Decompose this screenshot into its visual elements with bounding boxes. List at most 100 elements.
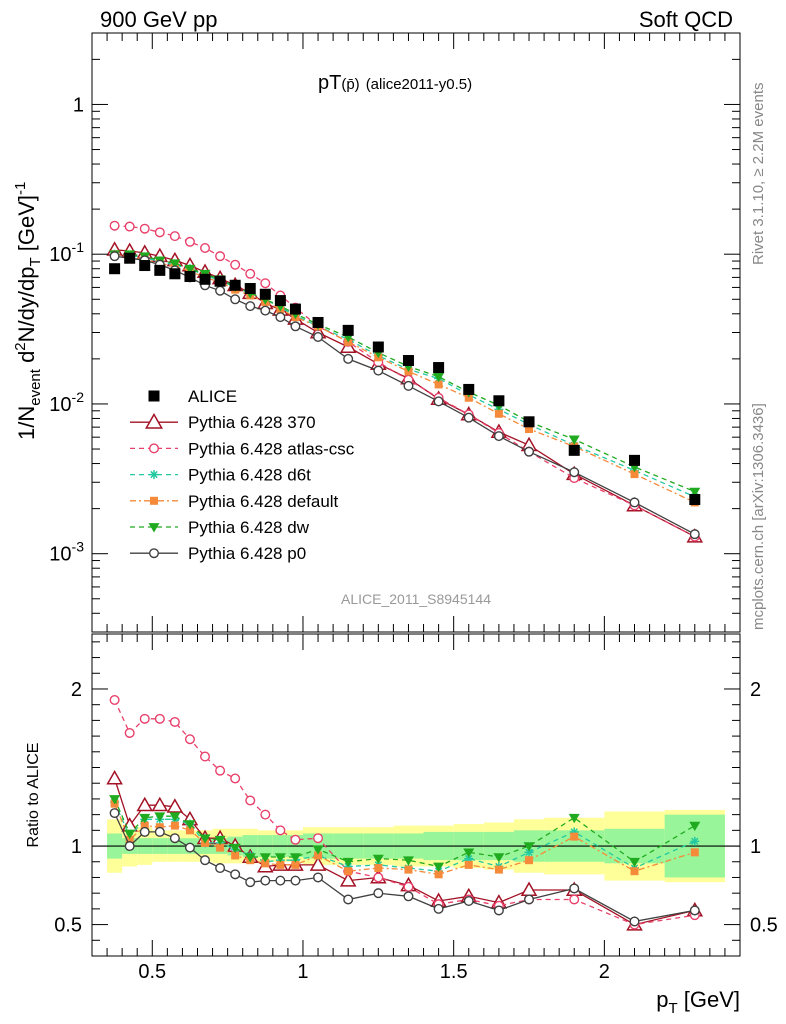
x-label-post: [GeV] bbox=[678, 987, 740, 1012]
data-point-p0 bbox=[493, 431, 504, 442]
data-point-p0 bbox=[260, 305, 271, 316]
ratio-point-p370 bbox=[166, 798, 184, 813]
legend-label-p0: Pythia 6.428 p0 bbox=[188, 544, 306, 563]
data-point-p0 bbox=[373, 365, 384, 376]
data-point-ALICE bbox=[274, 295, 286, 307]
data-point-atlas_csc bbox=[200, 243, 211, 254]
x-label-pre: p bbox=[656, 987, 668, 1012]
ratio-y-tick-label-left: 1 bbox=[71, 836, 82, 858]
ratio-point-p370 bbox=[520, 881, 538, 897]
ratio-point-p370 bbox=[151, 796, 169, 812]
data-point-p0 bbox=[524, 446, 535, 457]
ratio-point-dw bbox=[244, 853, 256, 863]
ratio-point-default bbox=[570, 832, 579, 841]
data-point-ALICE bbox=[689, 494, 701, 506]
ratio-point-atlas_csc bbox=[290, 834, 301, 845]
ratio-point-default bbox=[314, 851, 323, 860]
ratio-point-p0 bbox=[313, 872, 324, 883]
data-point-atlas_csc bbox=[184, 236, 195, 247]
y-tick-base: 1 bbox=[73, 94, 84, 116]
y-tick-label: 10-3 bbox=[49, 539, 84, 566]
ratio-point-atlas_csc bbox=[569, 894, 580, 905]
main-frame bbox=[91, 32, 741, 633]
data-point-dw bbox=[433, 372, 445, 383]
side-rivet-label: Rivet 3.1.10, ≥ 2.2M events bbox=[750, 83, 767, 266]
y-tick-base: 10 bbox=[49, 244, 71, 266]
ratio-point-dw bbox=[229, 843, 241, 854]
plot-title: pT(p̄) (alice2011-y0.5) bbox=[318, 72, 472, 94]
data-point-dw bbox=[689, 487, 701, 498]
data-point-ALICE bbox=[109, 263, 121, 275]
legend-marker-default bbox=[150, 496, 158, 505]
data-point-p0 bbox=[275, 312, 286, 323]
plot-title-main: pT bbox=[318, 72, 341, 94]
ratio-point-dw bbox=[568, 813, 580, 824]
ratio-y-tick-label-right: 2 bbox=[750, 679, 761, 701]
main-axes: 10-310-210-11 bbox=[49, 32, 740, 633]
ratio-point-p0 bbox=[109, 808, 120, 819]
legend-marker-d6t bbox=[149, 470, 159, 480]
ratio-point-dw bbox=[523, 842, 535, 852]
data-point-p0 bbox=[463, 412, 474, 423]
legend-label-atlas_csc: Pythia 6.428 atlas-csc bbox=[188, 439, 355, 458]
ratio-point-default bbox=[140, 821, 149, 830]
ratio-point-p0 bbox=[629, 916, 640, 927]
ratio-point-atlas_csc bbox=[215, 765, 226, 776]
legend-label-dw: Pythia 6.428 dw bbox=[188, 518, 310, 537]
ratio-point-default bbox=[276, 860, 285, 869]
series-line-d6t bbox=[114, 253, 696, 498]
x-tick-label: 0.5 bbox=[138, 961, 166, 983]
data-point-default bbox=[434, 380, 443, 389]
data-point-dw bbox=[169, 259, 181, 269]
y-label-sub2: T bbox=[27, 257, 44, 266]
ratio-point-dw bbox=[259, 853, 271, 863]
ratio-point-atlas_csc bbox=[313, 833, 324, 844]
y-label-pre: 1/N bbox=[14, 406, 39, 440]
y-tick-base: 10 bbox=[49, 394, 71, 416]
data-point-ALICE bbox=[493, 395, 505, 407]
data-point-atlas_csc bbox=[260, 278, 271, 289]
ratio-point-dw bbox=[169, 812, 181, 822]
data-point-ALICE bbox=[312, 316, 324, 328]
ratio-point-atlas_csc bbox=[373, 872, 384, 883]
ratio-point-atlas_csc bbox=[124, 727, 135, 738]
ratio-point-default bbox=[261, 859, 270, 868]
y-label-unit: [GeV] bbox=[14, 195, 39, 257]
data-point-p0 bbox=[313, 331, 324, 342]
y-tick-base: 10 bbox=[49, 544, 71, 566]
ratio-point-d6t-stroke bbox=[691, 837, 699, 846]
ratio-point-atlas_csc bbox=[184, 734, 195, 745]
data-point-p0 bbox=[629, 497, 640, 508]
ratio-point-p0 bbox=[154, 826, 165, 837]
ratio-y-tick-label-left: 0.5 bbox=[54, 915, 82, 937]
y-label-unit-sup: -1 bbox=[12, 182, 29, 195]
ratio-point-dw bbox=[109, 795, 121, 805]
ratio-point-dw bbox=[184, 820, 196, 830]
ratio-point-p0 bbox=[169, 833, 180, 844]
legend-label-ALICE: ALICE bbox=[188, 387, 237, 406]
plot-title-particle: (p̄) bbox=[341, 76, 359, 93]
ratio-line-d6t bbox=[114, 801, 696, 872]
ratio-point-atlas_csc bbox=[245, 795, 256, 806]
data-point-atlas_csc bbox=[139, 223, 150, 234]
ratio-point-p0 bbox=[275, 875, 286, 886]
data-point-ALICE bbox=[139, 260, 151, 272]
header-right-title: Soft QCD bbox=[639, 7, 733, 32]
ratio-point-atlas_csc bbox=[109, 694, 120, 705]
data-point-p0 bbox=[433, 396, 444, 407]
legend-marker-dw bbox=[148, 523, 160, 533]
data-point-ALICE bbox=[199, 273, 211, 285]
ratio-point-p0 bbox=[124, 841, 135, 852]
legend-marker-ALICE bbox=[148, 390, 160, 402]
data-point-atlas_csc bbox=[169, 231, 180, 242]
ratio-point-default bbox=[434, 870, 443, 879]
data-point-ALICE bbox=[402, 355, 414, 367]
ratio-point-default bbox=[404, 865, 413, 874]
main-plot-area bbox=[106, 220, 704, 543]
ratio-point-p0 bbox=[463, 896, 474, 907]
ratio-point-dw bbox=[289, 853, 301, 863]
y-label-mid: d bbox=[14, 351, 39, 369]
ratio-point-d6t-stroke bbox=[465, 854, 473, 863]
ratio-point-default bbox=[525, 856, 534, 865]
data-point-p0 bbox=[343, 353, 354, 364]
